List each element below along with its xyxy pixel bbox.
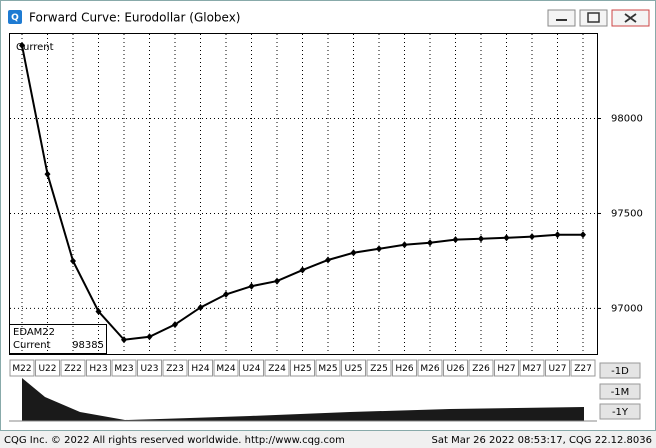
y-tick-label: 97500 — [611, 208, 643, 219]
data-point — [376, 245, 382, 253]
data-point — [350, 249, 357, 257]
data-point — [146, 333, 153, 341]
app-icon — [8, 10, 22, 24]
minimize-button[interactable] — [547, 9, 576, 27]
data-point — [274, 277, 280, 285]
x-tick-label: Z24 — [268, 364, 286, 374]
data-point — [452, 236, 459, 244]
y-tick-label: 97000 — [611, 303, 643, 314]
x-tick-label: U25 — [344, 364, 362, 374]
x-tick-label: U27 — [548, 364, 566, 374]
data-point — [503, 234, 510, 242]
data-point — [325, 256, 331, 264]
x-tick-label: H25 — [293, 364, 311, 374]
x-tick-label: M27 — [522, 364, 541, 374]
annotation: Current — [16, 42, 54, 53]
category-cell — [35, 359, 60, 377]
x-tick-label: M22 — [12, 364, 31, 374]
x-tick-label: M23 — [114, 364, 133, 374]
category-cell — [494, 359, 519, 377]
data-point — [554, 231, 561, 239]
category-cell — [188, 359, 213, 377]
category-cell — [137, 359, 162, 377]
close-icon — [624, 13, 637, 23]
data-point — [478, 235, 484, 243]
status-left: CQG Inc. © 2022 All rights reserved worl… — [4, 435, 345, 446]
category-cell — [111, 359, 137, 377]
category-cell — [213, 359, 239, 377]
category-cell — [570, 359, 596, 377]
data-point — [19, 41, 25, 49]
category-cell — [290, 359, 315, 377]
category-cell — [9, 359, 35, 377]
category-cell — [60, 359, 86, 377]
data-point — [427, 239, 433, 247]
y-tick-label: 98000 — [611, 114, 643, 125]
x-tick-label: H27 — [497, 364, 515, 374]
category-cell — [86, 359, 111, 377]
range-button[interactable] — [599, 362, 641, 379]
legend-box — [9, 324, 107, 354]
data-point — [299, 266, 306, 274]
data-point — [95, 307, 102, 315]
category-cell — [417, 359, 443, 377]
data-point — [529, 233, 535, 241]
x-tick-label: Z23 — [166, 364, 184, 374]
category-cell — [392, 359, 417, 377]
data-point — [70, 257, 76, 265]
x-tick-label: H24 — [191, 364, 209, 374]
range-button[interactable] — [599, 383, 641, 400]
data-point — [580, 231, 586, 239]
data-point — [172, 321, 178, 329]
data-point — [121, 336, 127, 344]
maximize-button[interactable] — [579, 9, 608, 27]
window-title: Forward Curve: Eurodollar (Globex) — [29, 11, 241, 25]
legend-value: 98385 — [72, 340, 104, 351]
range-button[interactable] — [599, 403, 641, 420]
legend-symbol: EDAM22 — [13, 327, 55, 338]
status-bar — [0, 431, 656, 448]
x-tick-label: M25 — [318, 364, 337, 374]
range-button-label: -1M — [611, 387, 630, 398]
x-tick-label: U26 — [446, 364, 464, 374]
x-tick-label: U23 — [140, 364, 158, 374]
category-cell — [468, 359, 494, 377]
category-cell — [264, 359, 290, 377]
app-icon-glyph: Q — [11, 13, 19, 23]
category-cell — [366, 359, 392, 377]
data-point — [44, 170, 51, 178]
data-point — [197, 303, 204, 311]
maximize-icon — [587, 12, 600, 23]
category-cell — [315, 359, 341, 377]
category-cell — [519, 359, 545, 377]
x-tick-label: Z22 — [64, 364, 82, 374]
data-point — [223, 290, 229, 298]
x-tick-label: M26 — [420, 364, 439, 374]
data-point — [248, 282, 255, 290]
x-tick-label: H26 — [395, 364, 413, 374]
x-tick-label: U22 — [38, 364, 56, 374]
data-point — [401, 241, 408, 249]
category-cell — [239, 359, 264, 377]
x-tick-label: Z27 — [574, 364, 592, 374]
overview-area — [22, 378, 584, 421]
legend-series-name: Current — [13, 340, 51, 351]
category-cell — [341, 359, 366, 377]
x-tick-label: Z26 — [472, 364, 490, 374]
x-tick-label: M24 — [216, 364, 235, 374]
category-cell — [443, 359, 468, 377]
range-button-label: -1D — [611, 366, 629, 377]
x-tick-label: U24 — [242, 364, 260, 374]
plot-area — [9, 33, 598, 355]
x-tick-label: Z25 — [370, 364, 388, 374]
category-cell — [545, 359, 570, 377]
range-button-label: -1Y — [612, 407, 629, 418]
category-cell — [162, 359, 188, 377]
x-tick-label: H23 — [89, 364, 107, 374]
status-right: Sat Mar 26 2022 08:53:17, CQG 22.12.8036 — [432, 435, 652, 446]
